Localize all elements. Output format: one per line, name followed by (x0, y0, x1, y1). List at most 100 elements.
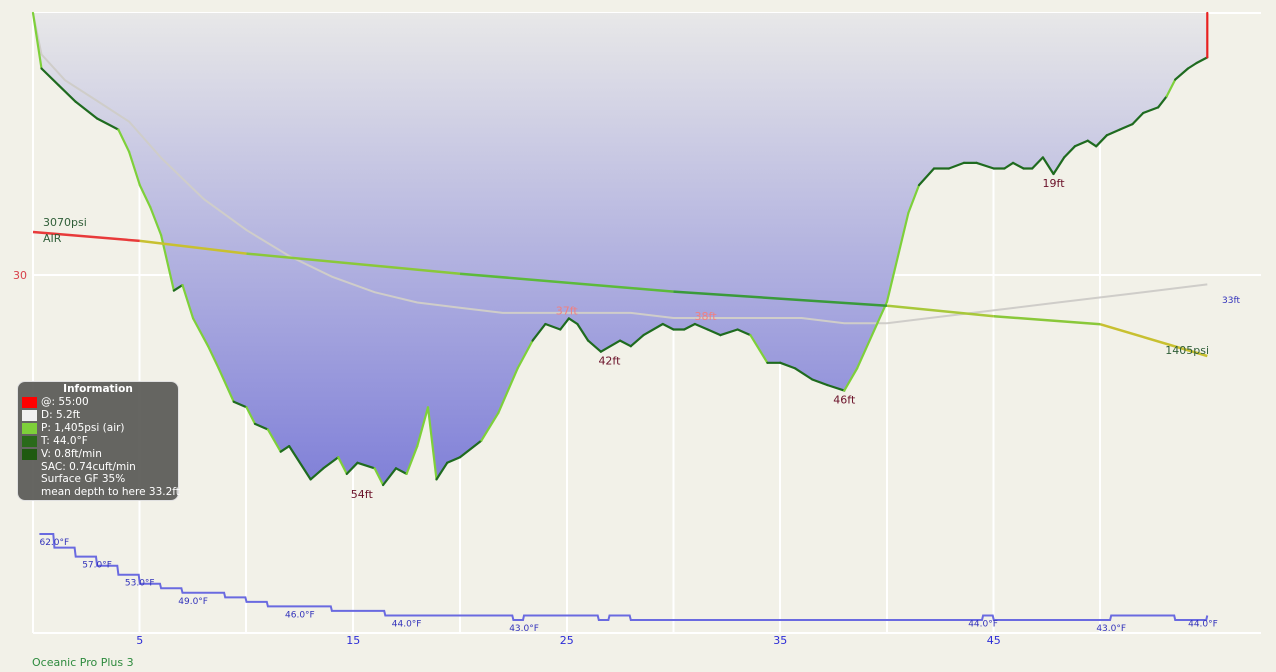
depth-segment (138, 184, 152, 209)
depth-segment (373, 467, 385, 487)
temperature-label: 44.0°F (1188, 619, 1218, 629)
depth-segment (322, 456, 340, 470)
chart-labels: 5 15 25 35 45 30 54ft 37ft 42ft 38ft 46ft 19ft 3070p… (13, 177, 1240, 647)
depth-marker-label: 19ft (1043, 177, 1066, 190)
depth-segment (480, 411, 500, 442)
depth-segment (661, 322, 675, 331)
gas-label: AIR (43, 232, 62, 245)
info-velocity-row: V: 0.8ft/min (22, 448, 174, 461)
ambient-overlay-line (32, 12, 1208, 325)
depth-segment (31, 11, 43, 70)
info-surface-gf: Surface GF 35% (41, 473, 126, 486)
info-mean-depth-row: mean depth to here 33.2ft (22, 486, 180, 499)
depth-segment (253, 422, 269, 431)
depth-segment (736, 328, 752, 337)
temperature-label: 44.0°F (392, 619, 422, 629)
depth-segment (1086, 139, 1098, 148)
pressure-start-label: 3070psi (43, 216, 87, 229)
temperature-label: 49.0°F (178, 597, 208, 607)
depth-segment (642, 322, 664, 337)
depth-marker-label: 38ft (695, 310, 718, 323)
info-time: @: 55:00 (41, 396, 89, 408)
info-temperature-row: T: 44.0°F (22, 435, 174, 448)
depth-segment (172, 284, 184, 292)
depth-segment (57, 84, 77, 103)
depth-segment (749, 334, 769, 364)
pressure-segment (459, 272, 674, 293)
depth-segment (599, 339, 622, 353)
depth-profile-line (31, 11, 1209, 487)
depth-segment (426, 406, 438, 481)
depth-segment (843, 367, 859, 392)
depth-segment (559, 317, 571, 331)
temperature-label: 62.0°F (39, 538, 69, 548)
temperature-label: 53.0°F (125, 579, 155, 589)
depth-segment (416, 406, 430, 448)
depth-segment (279, 445, 291, 453)
depth-segment (1052, 156, 1066, 176)
depth-segment (266, 428, 282, 453)
depth-segment (1073, 139, 1089, 148)
depth-segment (95, 117, 120, 131)
depth-segment (207, 345, 220, 370)
information-panel: Information @: 55:00 D: 5.2ft P: 1,405ps… (17, 381, 180, 501)
pressure-segment (246, 252, 461, 275)
depth-segment (345, 461, 359, 475)
depth-segment (1142, 106, 1160, 115)
depth-segment (516, 339, 534, 370)
info-title: Information (63, 383, 133, 395)
depth-segment (394, 467, 408, 475)
depth-swatch-icon (22, 409, 37, 421)
depth-segment (309, 467, 325, 481)
depth-segment (811, 378, 829, 387)
time-tick-label: 35 (773, 634, 787, 647)
depth-segment (232, 400, 248, 409)
temperature-swatch-icon (22, 435, 37, 447)
temperature-label: 43.0°F (509, 624, 539, 634)
depth-segment (405, 445, 419, 475)
depth-segment (128, 150, 141, 187)
time-tick-label: 45 (987, 634, 1001, 647)
depth-segment (917, 167, 936, 187)
depth-segment (567, 317, 579, 326)
depth-segment (1156, 95, 1168, 109)
depth-segment (497, 367, 519, 414)
depth-segment (531, 322, 547, 342)
depth-segment (1011, 161, 1025, 170)
depth-segment (337, 456, 348, 475)
depth-segment (435, 461, 449, 481)
depth-segment (74, 100, 99, 120)
pressure-segment (886, 304, 994, 318)
info-sac: SAC: 0.74cuft/min (41, 460, 136, 473)
depth-segment (544, 322, 562, 331)
pressure-segment (32, 230, 140, 243)
depth-segment (1003, 161, 1015, 170)
depth-segment (794, 367, 814, 381)
depth-segment (1105, 128, 1121, 137)
info-velocity: V: 0.8ft/min (41, 447, 102, 460)
depth-segment (1186, 61, 1198, 70)
time-swatch-icon (22, 397, 37, 408)
depth-segment (586, 339, 603, 353)
info-depth: D: 5.2ft (41, 408, 81, 421)
depth-marker-label: 46ft (833, 394, 856, 407)
pressure-end-label: 1405psi (1165, 344, 1209, 357)
time-tick-label: 5 (136, 634, 143, 647)
depth-segment (149, 206, 163, 237)
temperature-label: 44.0°F (968, 619, 998, 629)
pressure-swatch-icon (22, 422, 37, 434)
depth-segment (779, 361, 797, 370)
depth-segment (1095, 134, 1109, 148)
depth-segment (683, 322, 697, 331)
depth-segment (975, 161, 995, 170)
temperature-label: 43.0°F (1096, 624, 1126, 634)
depth-segment (907, 184, 921, 214)
depth-segment (288, 445, 312, 481)
pressure-segment (673, 290, 888, 307)
depth-segment (117, 128, 131, 153)
depth-segment (947, 161, 966, 170)
info-pressure-row: P: 1,405psi (air) (22, 422, 174, 435)
tank-pressure-line (32, 230, 1208, 358)
depth-segment (1195, 56, 1209, 65)
